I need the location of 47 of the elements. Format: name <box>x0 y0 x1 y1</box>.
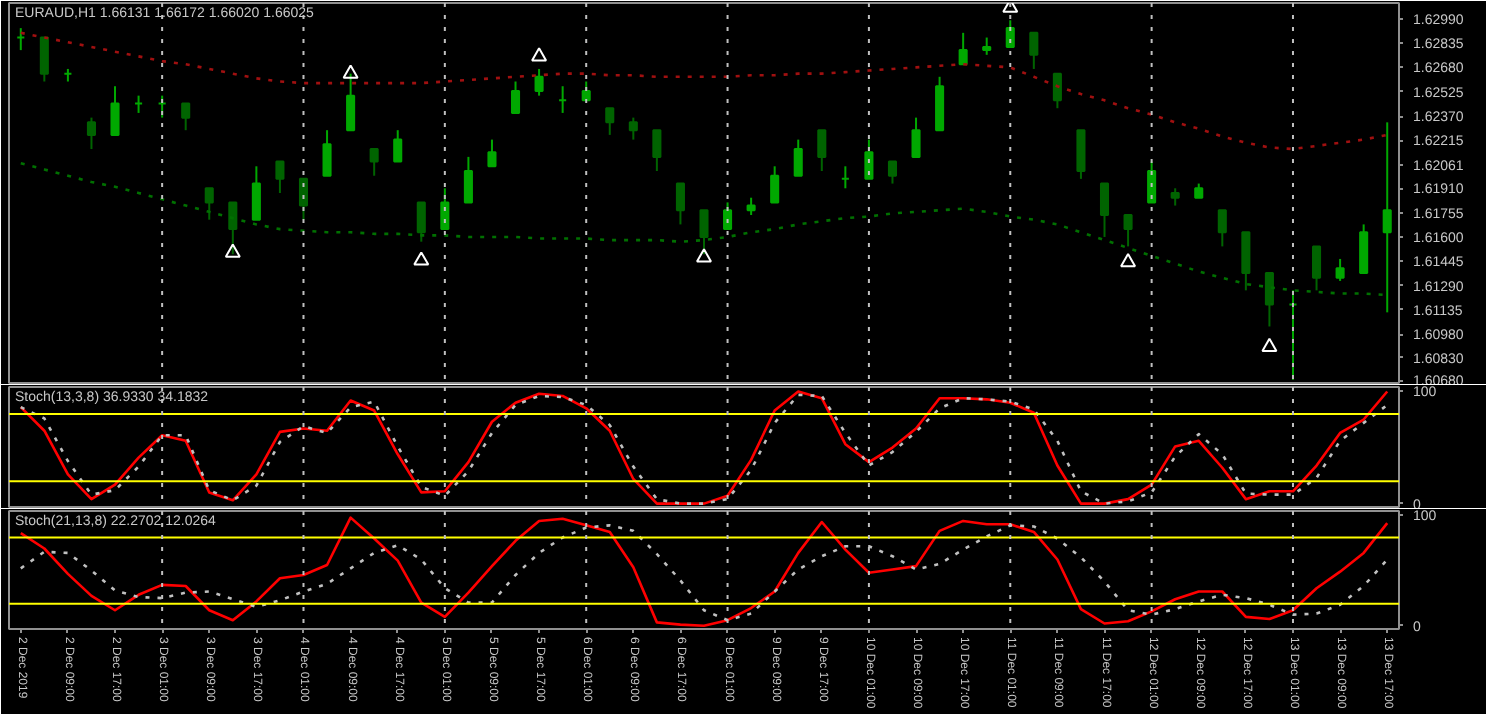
candlestick <box>935 75 945 132</box>
candlestick <box>1029 31 1039 70</box>
point <box>413 251 430 266</box>
candlestick <box>110 85 120 136</box>
candlestick <box>723 201 733 231</box>
candlestick <box>1382 121 1392 314</box>
candlestick <box>1076 129 1086 180</box>
candlestick <box>534 67 544 97</box>
candlestick <box>605 107 615 136</box>
candlestick <box>510 80 521 114</box>
candlestick <box>251 165 261 221</box>
candlestick <box>86 116 96 151</box>
point <box>1120 253 1137 268</box>
candlestick <box>817 129 827 173</box>
candlestick <box>1052 72 1062 110</box>
candlestick <box>463 155 473 204</box>
candlestick <box>1241 231 1251 292</box>
line-series <box>19 31 1389 151</box>
candlestick <box>1335 257 1345 282</box>
point <box>696 248 712 263</box>
point <box>224 243 241 258</box>
candlestick <box>369 148 379 177</box>
point <box>1261 337 1278 352</box>
candlestick <box>675 182 685 226</box>
candlestick <box>1099 182 1110 238</box>
candlestick <box>39 36 49 83</box>
candlestick <box>487 138 497 168</box>
candlestick <box>393 129 403 163</box>
candlestick <box>911 116 921 158</box>
candlestick <box>204 187 214 221</box>
candlestick <box>887 160 898 185</box>
candlestick <box>770 165 780 204</box>
candlestick <box>652 129 662 173</box>
point <box>531 47 548 62</box>
candlestick <box>275 160 285 194</box>
candlestick <box>1359 223 1369 275</box>
candlestick <box>1217 209 1227 248</box>
candlestick <box>416 201 426 243</box>
candlestick <box>322 129 332 177</box>
candlestick <box>181 102 191 132</box>
candlestick <box>958 31 968 66</box>
point <box>342 64 359 79</box>
candlestick <box>1123 213 1133 248</box>
candlestick <box>793 138 803 177</box>
candlestick <box>1005 19 1015 48</box>
candlestick <box>1312 245 1322 292</box>
candlestick <box>628 116 638 141</box>
